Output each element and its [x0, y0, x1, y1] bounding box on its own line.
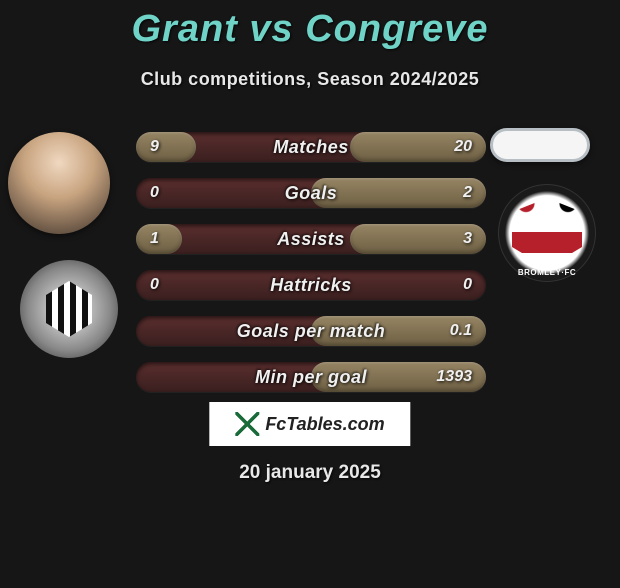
stat-label: Goals — [136, 178, 486, 208]
player1-avatar — [8, 132, 110, 234]
stat-row: Goals0 2 — [136, 178, 486, 208]
stat-value-left: 1 — [136, 224, 173, 254]
stat-value-right: 3 — [449, 224, 486, 254]
watermark-text: FcTables.com — [265, 414, 384, 435]
stat-label: Matches — [136, 132, 486, 162]
stat-row: Min per goal1393 — [136, 362, 486, 392]
stat-value-right: 2 — [449, 178, 486, 208]
stat-value-left — [136, 316, 164, 346]
player1-club-badge — [20, 260, 118, 358]
player2-club-label: BROMLEY·FC — [499, 268, 595, 277]
stat-value-right: 20 — [440, 132, 486, 162]
stat-row: Matches9 20 — [136, 132, 486, 162]
stat-label: Goals per match — [136, 316, 486, 346]
stat-label: Assists — [136, 224, 486, 254]
watermark: FcTables.com — [209, 402, 410, 446]
stat-value-left: 0 — [136, 178, 173, 208]
stat-value-left: 0 — [136, 270, 173, 300]
stat-value-right: 0 — [449, 270, 486, 300]
player2-club-badge: BROMLEY·FC — [498, 184, 596, 282]
player2-avatar — [490, 128, 590, 162]
stat-value-right: 1393 — [422, 362, 486, 392]
stat-row: Assists1 3 — [136, 224, 486, 254]
date-label: 20 january 2025 — [0, 462, 620, 484]
stat-label: Hattricks — [136, 270, 486, 300]
page-title: Grant vs Congreve — [0, 8, 620, 51]
stat-row: Hattricks0 0 — [136, 270, 486, 300]
stats-bars: Matches920Goals02Assists13Hattricks00Goa… — [136, 132, 486, 408]
stat-value-left: 9 — [136, 132, 173, 162]
stat-value-right: 0.1 — [436, 316, 486, 346]
subtitle: Club competitions, Season 2024/2025 — [0, 69, 620, 90]
stat-row: Goals per match0.1 — [136, 316, 486, 346]
stat-value-left — [136, 362, 164, 392]
fctables-logo-icon — [235, 412, 259, 436]
